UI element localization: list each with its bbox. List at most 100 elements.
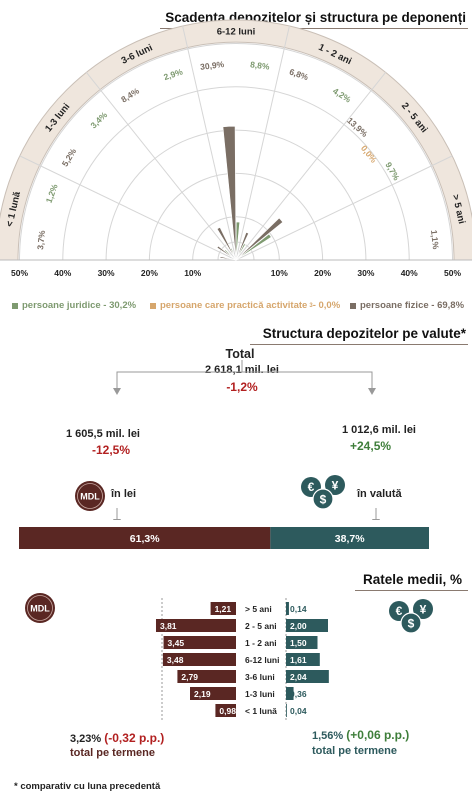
connector-arrow <box>113 519 121 520</box>
value-label: 1,1% <box>429 229 441 250</box>
grid-arc <box>105 129 367 261</box>
rate-label-mdl: 0,98 <box>219 706 236 716</box>
lei-value: 1 605,5 mil. lei <box>66 428 140 440</box>
value-label: 6,8% <box>288 67 310 83</box>
share-bar-fx <box>270 527 429 549</box>
rate-bar-fx <box>286 670 329 683</box>
rate-category-label: < 1 lună <box>245 706 277 716</box>
share-label-fx: 38,7% <box>335 533 365 545</box>
fx-total-value: 1,56% <box>312 730 344 742</box>
rate-label-mdl: 2,79 <box>181 672 198 682</box>
rate-category-label: > 5 ani <box>245 604 272 614</box>
rate-bar-mdl <box>177 670 236 683</box>
axis-tick-label: 10% <box>271 268 288 278</box>
sector-divider <box>19 155 237 261</box>
fx-label: în valută <box>357 488 402 500</box>
currency-title: Structura depozitelor pe valute* <box>262 326 466 341</box>
legend-activitate: persoane care practică activitate 3 - 0,0… <box>150 300 340 311</box>
value-label: 1,2% <box>44 182 60 204</box>
legend-juridice: persoane juridice - 30,2% <box>12 300 136 311</box>
value-label: 0,0% <box>359 143 379 165</box>
axis-tick-label: 20% <box>314 268 331 278</box>
title-underline <box>160 28 468 29</box>
legend-label: persoane care practică activitate <box>160 300 308 311</box>
value-label: 3,4% <box>88 109 109 130</box>
fx-change: +24,5% <box>350 439 392 453</box>
rate-label-fx: 2,04 <box>290 672 307 682</box>
connector-line <box>116 371 373 390</box>
value-label: 4,2% <box>331 86 353 105</box>
rate-label-fx: 1,61 <box>290 655 307 665</box>
mdl-badge-text: MDL <box>30 604 50 614</box>
svg-text:€: € <box>396 604 403 618</box>
polar-bar <box>235 231 249 261</box>
rate-bar-mdl <box>215 704 236 717</box>
rate-label-mdl: 1,21 <box>215 604 232 614</box>
mdl-total-value: 3,23% <box>70 733 102 745</box>
fx-value: 1 012,6 mil. lei <box>342 424 416 436</box>
axis-tick-label: 50% <box>444 268 461 278</box>
currency-connectors <box>113 360 380 520</box>
sector-label-band <box>0 19 472 261</box>
grid-arc <box>148 172 324 261</box>
mdl-coin-icon: MDL <box>75 481 105 511</box>
rate-bar-mdl <box>162 653 236 666</box>
legend-swatch <box>350 302 356 309</box>
svg-text:¥: ¥ <box>420 603 427 617</box>
footnote: * comparativ cu luna precedentă <box>14 781 161 792</box>
rate-bar-mdl <box>210 602 236 615</box>
axis-tick-label: 40% <box>54 268 71 278</box>
value-label: 13,9% <box>345 115 370 139</box>
polar-bar <box>235 217 284 261</box>
polar-bar <box>222 125 237 261</box>
rate-label-mdl: 3,81 <box>160 621 177 631</box>
value-label: 30,9% <box>200 59 226 72</box>
rate-label-fx: 0,04 <box>290 706 307 716</box>
value-label: 8,8% <box>250 59 271 71</box>
polar-bar <box>219 256 237 261</box>
mdl-badge-text: MDL <box>80 492 100 502</box>
connector-arrow <box>113 388 121 395</box>
rate-bar-fx <box>286 687 294 700</box>
sector-divider <box>235 25 290 261</box>
rate-category-label: 3-6 luni <box>245 672 275 682</box>
title-underline <box>355 590 468 591</box>
value-label: 5,2% <box>60 146 79 168</box>
rate-category-label: 6-12 luni <box>245 655 279 665</box>
legend-tail: - 0,0% <box>312 300 341 311</box>
sector-divider <box>85 72 237 261</box>
axis-tick-label: 50% <box>11 268 28 278</box>
fx-total-rate: 1,56% (+0,06 p.p.) <box>312 728 409 742</box>
mdl-total-label: total pe termene <box>70 747 155 759</box>
polar-bar <box>235 258 241 261</box>
legend-fizice: persoane fizice - 69,8% <box>350 300 464 311</box>
axis-tick-label: 20% <box>141 268 158 278</box>
polar-bar <box>235 233 272 261</box>
svg-text:$: $ <box>320 493 327 507</box>
polar-bar <box>235 221 241 261</box>
rate-label-mdl: 3,48 <box>167 655 184 665</box>
legend-label: persoane juridice - 30,2% <box>22 300 137 311</box>
sector-divider <box>235 155 453 261</box>
sector-divider <box>235 72 387 261</box>
connector-arrow <box>372 519 380 520</box>
axis-tick-label: 30% <box>98 268 115 278</box>
connector-arrow <box>368 388 376 395</box>
sector-label: 6-12 luni <box>217 27 256 38</box>
rates-title: Ratele medii, % <box>362 572 462 587</box>
lei-label: în lei <box>111 488 137 500</box>
legend-sup: 3 <box>309 302 313 309</box>
share-label-lei: 61,3% <box>130 533 160 545</box>
rate-bar-fx <box>286 636 318 649</box>
lei-change: -12,5% <box>92 443 131 457</box>
rate-label-mdl: 2,19 <box>194 689 211 699</box>
svg-text:¥: ¥ <box>332 479 339 493</box>
share-bar-lei <box>19 527 271 549</box>
polar-bar <box>216 226 237 261</box>
axis-tick-label: 10% <box>184 268 201 278</box>
foreign-currency-icon: € ¥ $ <box>389 599 433 634</box>
rate-bar-fx <box>286 602 289 615</box>
legend-label: persoane fizice - 69,8% <box>360 300 465 311</box>
currency-share-bar: 61,3% 38,7% <box>19 527 429 549</box>
